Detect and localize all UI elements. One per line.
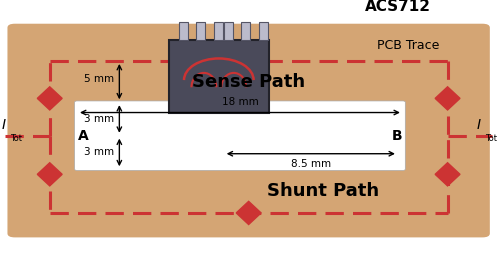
Bar [214,22,223,40]
Text: ACS712: ACS712 [365,0,431,14]
Polygon shape [38,87,62,110]
Text: 5 mm: 5 mm [84,74,114,84]
Text: PCB Trace: PCB Trace [376,39,439,52]
Text: 3 mm: 3 mm [84,147,114,158]
Bar [258,22,268,40]
Polygon shape [435,87,460,110]
Polygon shape [435,163,460,186]
FancyBboxPatch shape [8,24,490,237]
Text: 3 mm: 3 mm [84,114,114,124]
Bar [196,22,205,40]
Text: $I$: $I$ [1,118,6,132]
Text: Shunt Path: Shunt Path [267,182,380,200]
Bar [241,22,250,40]
Text: $I$: $I$ [476,118,482,132]
FancyBboxPatch shape [74,101,406,170]
Polygon shape [236,201,261,225]
Bar [169,40,268,112]
Text: Sense Path: Sense Path [192,73,305,91]
Bar [179,22,188,40]
Text: Tot: Tot [10,134,22,143]
Text: A: A [78,129,88,143]
Bar [224,22,232,40]
Polygon shape [38,163,62,186]
Text: 8.5 mm: 8.5 mm [291,159,331,169]
Text: 18 mm: 18 mm [222,97,258,107]
Text: B: B [392,129,402,143]
Text: Tot: Tot [486,134,498,143]
